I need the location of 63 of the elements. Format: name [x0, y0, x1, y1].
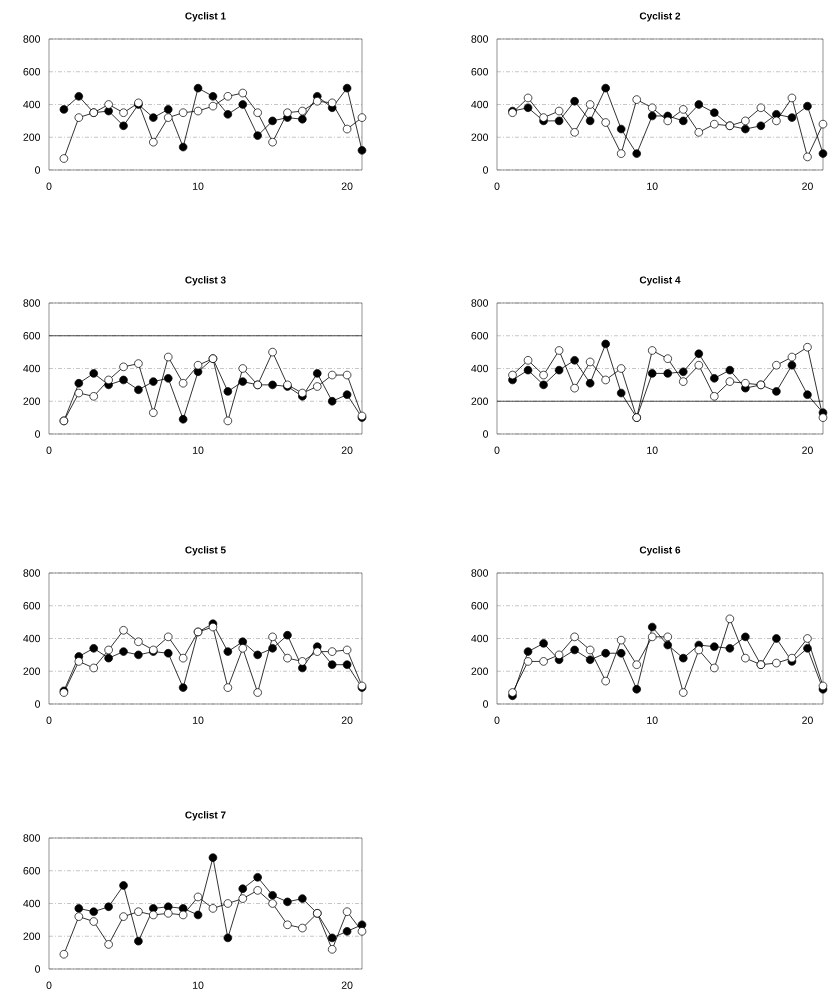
x-tick-label: 20: [341, 446, 353, 454]
y-tick-label: 600: [471, 68, 489, 76]
y-tick-label: 400: [471, 364, 489, 373]
x-tick-label: 10: [193, 981, 204, 989]
y-tick-label: 400: [23, 634, 41, 643]
y-tick-label: 200: [471, 397, 489, 405]
y-tick-label: 800: [23, 834, 41, 842]
chart-title: Cyclist 4: [639, 276, 681, 286]
x-tick-label: 20: [802, 182, 813, 190]
y-tick-label: 800: [471, 35, 489, 43]
chart-title: Cyclist 1: [185, 12, 226, 22]
chart-title: Cyclist 7: [185, 811, 226, 821]
chart-title: Cyclist 6: [639, 546, 681, 556]
y-tick-label: 400: [471, 634, 489, 643]
y-tick-label: 0: [483, 166, 489, 174]
y-tick-label: 600: [23, 602, 41, 610]
y-tick-label: 200: [23, 932, 41, 940]
x-tick-label: 10: [193, 716, 204, 724]
y-tick-label: 600: [23, 332, 41, 340]
y-tick-label: 0: [35, 430, 41, 438]
y-tick-label: 400: [23, 899, 41, 908]
y-tick-label: 200: [23, 133, 41, 141]
x-tick-label: 10: [647, 446, 658, 454]
chart-title: Cyclist 3: [185, 276, 226, 286]
y-tick-label: 600: [23, 867, 41, 875]
y-tick-label: 0: [35, 700, 41, 708]
x-tick-label: 20: [341, 716, 353, 724]
x-tick-label: 20: [802, 446, 813, 454]
y-tick-label: 800: [471, 299, 489, 307]
x-tick-label: 10: [647, 716, 658, 724]
x-tick-label: 10: [193, 446, 204, 454]
y-tick-label: 600: [23, 68, 41, 76]
x-tick-label: 20: [341, 182, 353, 190]
y-tick-label: 200: [471, 667, 489, 675]
y-tick-label: 600: [471, 602, 489, 610]
x-tick-label: 0: [46, 182, 52, 190]
x-tick-label: 20: [802, 716, 813, 724]
y-tick-label: 0: [35, 166, 41, 174]
y-tick-label: 800: [23, 35, 41, 43]
x-tick-label: 0: [494, 446, 500, 454]
y-tick-label: 200: [471, 133, 489, 141]
x-tick-label: 0: [494, 716, 500, 724]
y-tick-label: 800: [23, 299, 41, 307]
y-tick-label: 800: [471, 569, 489, 577]
y-tick-label: 0: [35, 965, 41, 973]
chart-title: Cyclist 2: [639, 12, 681, 22]
x-tick-label: 0: [494, 182, 500, 190]
x-tick-label: 20: [341, 981, 353, 989]
y-tick-label: 400: [23, 364, 41, 373]
x-tick-label: 10: [193, 182, 204, 190]
y-tick-label: 800: [23, 569, 41, 577]
x-tick-label: 0: [46, 716, 52, 724]
y-tick-label: 200: [23, 397, 41, 405]
x-tick-label: 0: [46, 446, 52, 454]
y-tick-label: 400: [23, 100, 41, 109]
y-tick-label: 400: [471, 100, 489, 109]
x-tick-label: 10: [647, 182, 658, 190]
y-tick-label: 200: [23, 667, 41, 675]
y-tick-label: 0: [483, 700, 489, 708]
y-tick-label: 0: [483, 430, 489, 438]
chart-title: Cyclist 5: [185, 546, 226, 556]
y-tick-label: 600: [471, 332, 489, 340]
x-tick-label: 0: [46, 981, 52, 989]
